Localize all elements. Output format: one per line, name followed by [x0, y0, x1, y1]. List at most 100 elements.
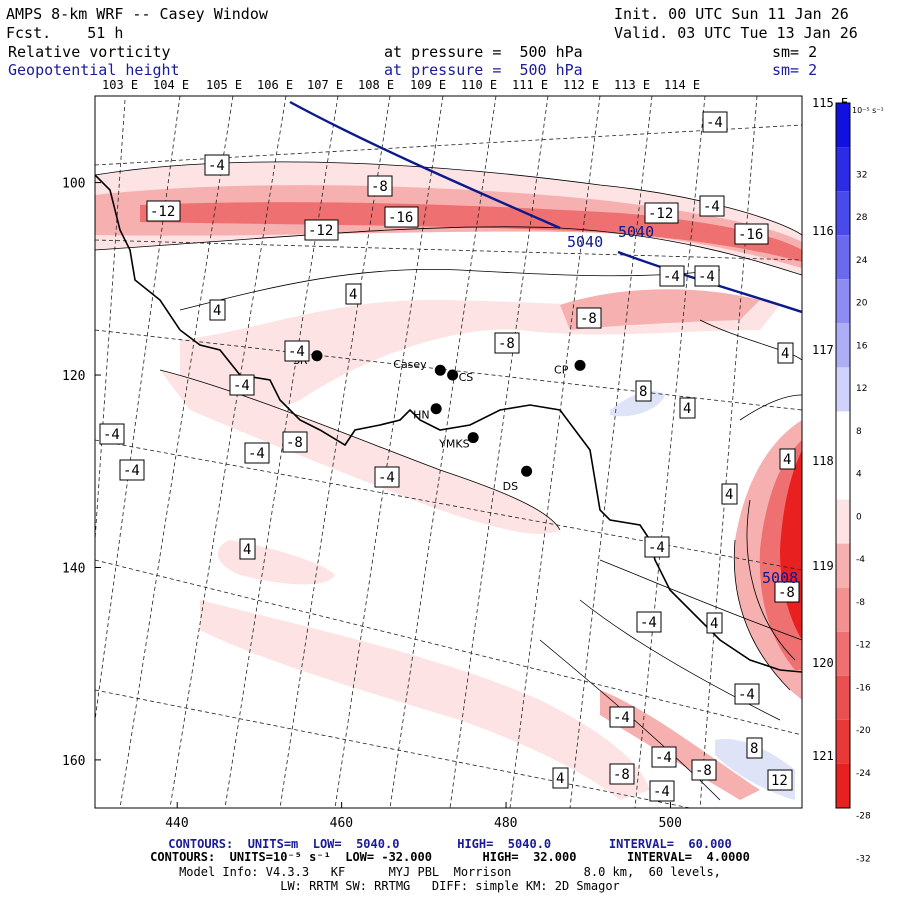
contour-label-box — [706, 612, 723, 634]
colorbar-frame — [835, 102, 851, 809]
station-label: CS — [459, 371, 474, 384]
contour-label-box — [699, 195, 725, 217]
contour-label: -8 — [778, 585, 795, 601]
contour-label-box — [304, 219, 339, 241]
contour-label-box — [282, 431, 308, 453]
station-marker[interactable] — [574, 359, 586, 371]
contour-label-box — [644, 202, 679, 224]
footer-model-info: Model Info: V4.3.3 KF MYJ PBL Morrison 8… — [179, 865, 721, 879]
station-label: CP — [554, 363, 569, 376]
contour-label-box — [367, 175, 393, 197]
contour-label: -4 — [655, 750, 672, 766]
field2-level: at pressure = 500 hPa — [384, 61, 583, 79]
contour-label-box — [576, 307, 602, 329]
top-lon-label: 104 E — [153, 78, 190, 92]
colorbar-swatch — [836, 367, 850, 412]
station-marker[interactable] — [521, 465, 533, 477]
height-contour-label: 5008 — [762, 569, 798, 587]
header-valid: Valid. 03 UTC Tue 13 Jan 26 — [614, 24, 858, 42]
x-axis-label: 500 — [658, 816, 681, 831]
contour-label-box — [384, 206, 419, 228]
colorbar-tick-label: -24 — [856, 769, 871, 779]
top-lon-label: 113 E — [614, 78, 651, 92]
colorbar-swatch — [836, 499, 850, 544]
contour-label: -4 — [208, 158, 225, 174]
footer-vorticity-contours: CONTOURS: UNITS=10⁻⁵ s⁻¹ LOW= -32.000 HI… — [150, 850, 750, 864]
height-contour-label: 5040 — [618, 223, 654, 241]
footer-physics-info: LW: RRTM SW: RRTMG DIFF: simple KM: 2D S… — [280, 879, 620, 893]
colorbar-unit: 10⁻⁵ s⁻¹ — [852, 106, 884, 115]
contour-label-box — [552, 767, 569, 789]
colorbar-tick-label: 28 — [856, 213, 868, 223]
contour-label-box — [229, 374, 255, 396]
contour-label: -4 — [640, 615, 657, 631]
vorticity-band-north-core — [140, 202, 802, 262]
footer-height-contours: CONTOURS: UNITS=m LOW= 5040.0 HIGH= 5040… — [168, 837, 732, 851]
field1-smooth: sm= 2 — [772, 43, 818, 61]
contour-label-box — [284, 340, 310, 362]
station-marker[interactable] — [467, 432, 479, 444]
station-marker[interactable] — [430, 403, 442, 415]
contour-label: -8 — [580, 311, 597, 327]
top-lon-label: 111 E — [512, 78, 549, 92]
contour-label: -4 — [663, 269, 680, 285]
contour-label: -4 — [703, 199, 720, 215]
contour-label: -4 — [233, 378, 250, 394]
contour-label: -4 — [738, 687, 755, 703]
plot-frame — [94, 95, 803, 809]
header-title: AMPS 8-km WRF -- Casey Window — [6, 5, 268, 23]
contour-label: -12 — [648, 206, 673, 222]
contour-label: -4 — [248, 446, 265, 462]
contour-label: -16 — [738, 227, 763, 243]
colorbar-swatch — [836, 455, 850, 500]
top-lon-label: 112 E — [563, 78, 600, 92]
colorbar: 32 28 24 20 16 12 8 4 0 -4 -8 -12 -16 -20 -24 -28 -32 10⁻… — [835, 102, 884, 864]
top-lon-label: 103 E — [102, 78, 139, 92]
contour-label: 4 — [349, 287, 357, 303]
height-contour-5040 — [289, 100, 561, 230]
x-axis-label: 480 — [494, 816, 517, 831]
contour-label-box — [746, 737, 763, 759]
contour-label-box — [649, 780, 675, 802]
contour-label-box — [774, 581, 800, 603]
colorbar-tick-label: -20 — [856, 726, 871, 736]
station-marker[interactable] — [447, 369, 459, 381]
contour-label: -4 — [653, 784, 670, 800]
contour-label-box — [679, 397, 696, 419]
contour-label-box — [609, 763, 635, 785]
contour-label-box — [239, 538, 256, 560]
contour-label-box — [374, 466, 400, 488]
contour-label-box — [204, 154, 230, 176]
station-marker[interactable] — [434, 364, 446, 376]
contour-label-box — [99, 423, 125, 445]
contour-label-box — [609, 706, 635, 728]
contour-label-box — [694, 265, 720, 287]
map-field-layer — [95, 96, 802, 808]
contour-label: -4 — [288, 344, 305, 360]
contour-label-box — [635, 380, 652, 402]
contour-label-box — [721, 483, 738, 505]
station-label: YMKS — [438, 438, 469, 451]
contour-label-box — [146, 200, 181, 222]
vorticity-band-south-3 — [200, 600, 650, 800]
colorbar-tick-label: 4 — [856, 470, 862, 480]
vorticity-band-south-2 — [217, 540, 335, 585]
contour-label-box — [659, 265, 685, 287]
contour-label: -4 — [378, 470, 395, 486]
colorbar-swatch — [836, 675, 850, 720]
colorbar-swatch — [836, 103, 850, 148]
projection-grid — [95, 96, 802, 808]
station-marker[interactable] — [311, 350, 323, 362]
top-lon-label: 105 E — [206, 78, 243, 92]
contour-label: 4 — [213, 303, 221, 319]
colorbar-tick-label: -16 — [856, 683, 871, 693]
contour-label: -4 — [698, 269, 715, 285]
contour-label: -8 — [371, 179, 388, 195]
colorbar-tick-label: -28 — [856, 812, 871, 822]
top-lon-label: 107 E — [307, 78, 344, 92]
contour-label: 4 — [781, 346, 789, 362]
contour-label-box — [644, 536, 670, 558]
vorticity-band-south-1 — [160, 370, 560, 534]
contour-label: 4 — [725, 487, 733, 503]
